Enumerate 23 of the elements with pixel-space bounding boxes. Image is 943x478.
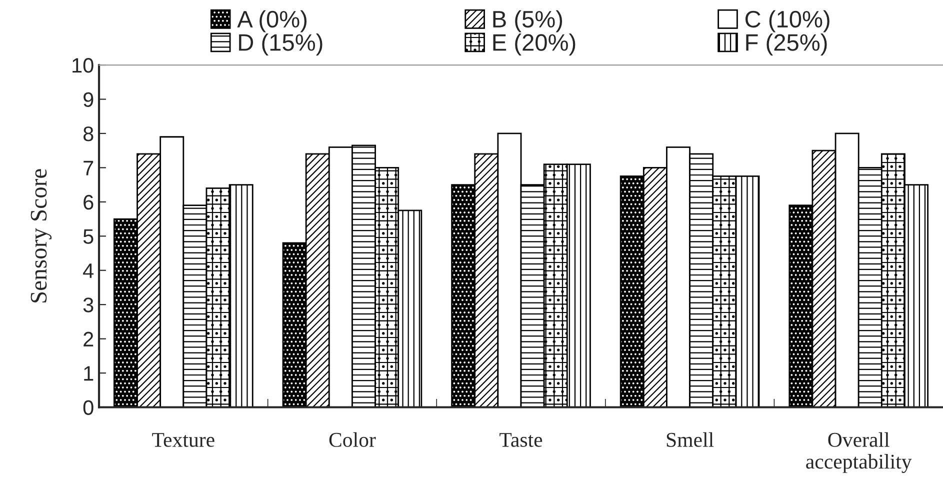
y-tick-label: 0 — [83, 400, 94, 416]
legend-label: D (15%) — [239, 34, 322, 56]
legend-label: F (25%) — [746, 34, 827, 56]
y-tick-label: 3 — [83, 298, 94, 312]
legend-label: A (0%) — [237, 10, 307, 32]
legend-label: C (10%) — [745, 10, 830, 32]
legend-label: E (20%) — [493, 34, 576, 56]
legend-label: B (5%) — [493, 10, 562, 32]
y-tick-label: 8 — [83, 126, 94, 142]
y-tick-label: 2 — [84, 332, 94, 346]
x-tick-label: Texture — [152, 433, 214, 447]
y-tick-label: 5 — [83, 229, 94, 244]
y-tick-label: 4 — [83, 264, 94, 278]
x-tick-label: Smell — [666, 432, 714, 447]
y-tick-label: 10 — [72, 58, 94, 73]
y-axis-title: Sensory Score — [30, 169, 52, 302]
y-tick-label: 9 — [84, 92, 94, 107]
x-tick-label: Color — [329, 432, 376, 447]
y-tick-label: 1 — [84, 366, 94, 381]
y-tick-label: 6 — [84, 194, 94, 210]
y-tick-label: 7 — [84, 160, 94, 176]
x-tick-label: Overall acceptability — [806, 432, 912, 473]
x-tick-label: Taste — [500, 433, 542, 447]
